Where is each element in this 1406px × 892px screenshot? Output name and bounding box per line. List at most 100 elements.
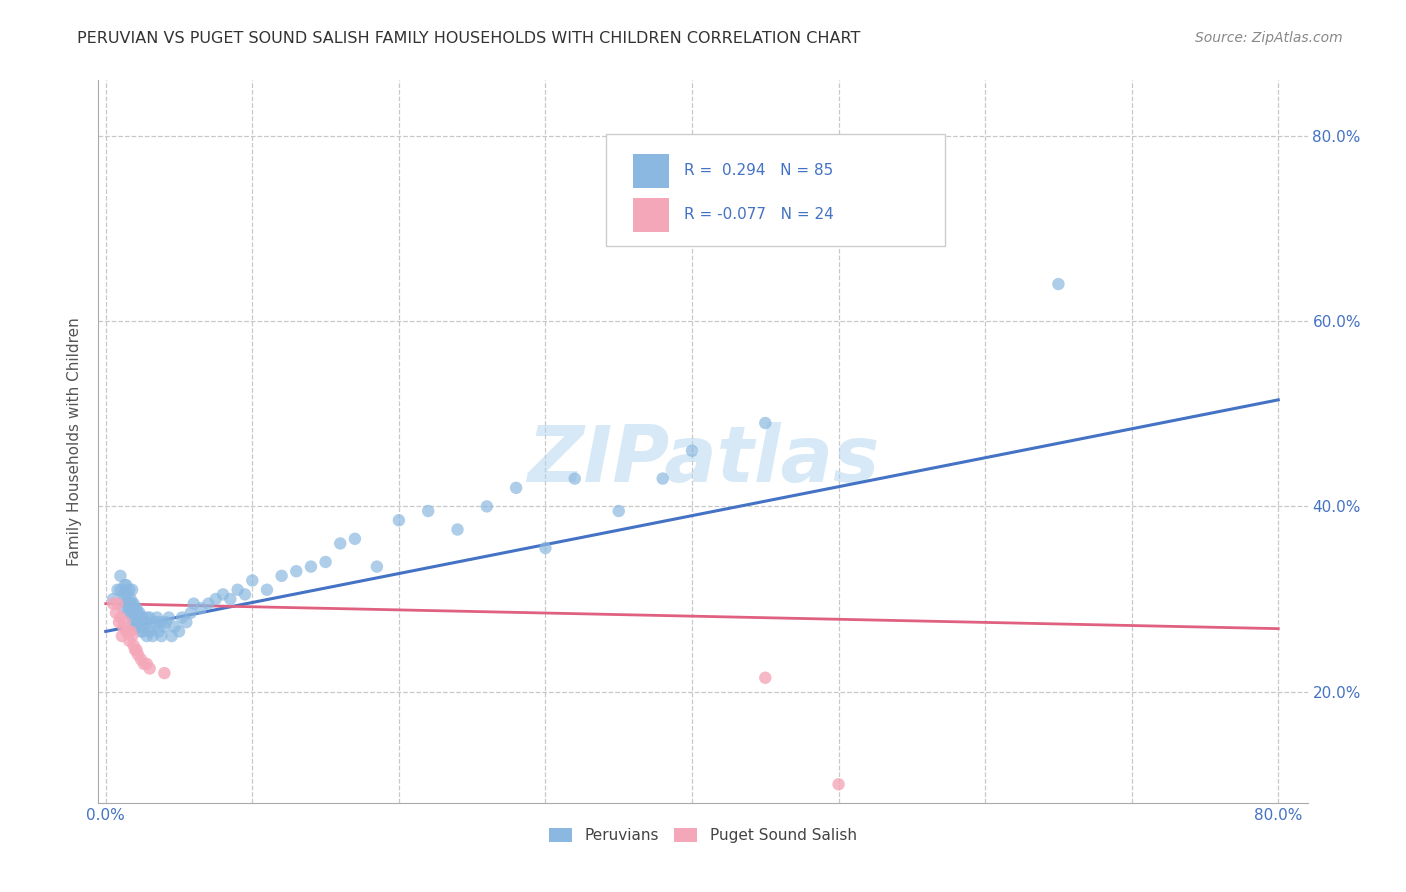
Point — [118, 582, 141, 597]
Bar — [633, 153, 669, 188]
Point — [112, 601, 135, 615]
Point — [190, 601, 212, 615]
Point — [176, 615, 198, 630]
Point — [142, 629, 165, 643]
Point — [117, 587, 139, 601]
Point — [120, 624, 142, 639]
Point — [118, 633, 141, 648]
Point — [183, 597, 205, 611]
Point — [160, 629, 183, 643]
Point — [121, 582, 143, 597]
Point — [114, 578, 136, 592]
Point — [315, 555, 337, 569]
Point — [150, 629, 173, 643]
Point — [132, 620, 155, 634]
Point — [1047, 277, 1070, 291]
Point — [138, 661, 160, 675]
Text: R =  0.294   N = 85: R = 0.294 N = 85 — [683, 163, 832, 178]
Point — [107, 597, 129, 611]
Point — [114, 615, 136, 630]
Point — [107, 582, 129, 597]
Point — [125, 601, 148, 615]
Point — [115, 624, 138, 639]
Point — [120, 606, 142, 620]
Point — [115, 578, 138, 592]
Point — [329, 536, 352, 550]
Point — [129, 624, 152, 639]
Point — [124, 620, 146, 634]
Point — [121, 610, 143, 624]
Point — [256, 582, 278, 597]
Point — [101, 597, 124, 611]
Text: ZIPatlas: ZIPatlas — [527, 422, 879, 498]
Point — [153, 620, 176, 634]
Point — [122, 597, 145, 611]
Point — [124, 643, 146, 657]
Point — [115, 597, 138, 611]
Point — [127, 648, 149, 662]
Point — [219, 592, 242, 607]
Point — [128, 615, 150, 630]
Point — [105, 606, 128, 620]
Point — [135, 657, 157, 671]
Point — [149, 615, 172, 630]
Point — [226, 582, 249, 597]
Bar — [633, 197, 669, 232]
Point — [112, 587, 135, 601]
Point — [155, 615, 177, 630]
Point — [827, 777, 849, 791]
Point — [112, 620, 135, 634]
Point — [212, 587, 235, 601]
Point — [125, 615, 148, 630]
Point — [117, 606, 139, 620]
Point — [124, 601, 146, 615]
Point — [117, 624, 139, 639]
Point — [135, 610, 157, 624]
Point — [388, 513, 411, 527]
Point — [564, 472, 586, 486]
Point — [204, 592, 226, 607]
Point — [197, 597, 219, 611]
Point — [122, 638, 145, 652]
Point — [129, 652, 152, 666]
Point — [170, 610, 193, 624]
Point — [128, 606, 150, 620]
Point — [754, 671, 776, 685]
Point — [138, 624, 160, 639]
Point — [127, 620, 149, 634]
Point — [143, 620, 166, 634]
Text: R = -0.077   N = 24: R = -0.077 N = 24 — [683, 207, 834, 222]
Point — [125, 643, 148, 657]
Point — [122, 615, 145, 630]
Point — [121, 629, 143, 643]
Point — [153, 666, 176, 681]
Point — [114, 592, 136, 607]
Point — [131, 610, 153, 624]
Point — [146, 610, 169, 624]
Point — [145, 615, 167, 630]
Point — [505, 481, 527, 495]
Point — [108, 615, 131, 630]
Point — [240, 574, 263, 588]
Point — [129, 610, 152, 624]
Point — [131, 624, 153, 639]
Point — [138, 610, 160, 624]
Text: PERUVIAN VS PUGET SOUND SALISH FAMILY HOUSEHOLDS WITH CHILDREN CORRELATION CHART: PERUVIAN VS PUGET SOUND SALISH FAMILY HO… — [77, 31, 860, 46]
Point — [118, 601, 141, 615]
Point — [180, 606, 202, 620]
Point — [167, 624, 190, 639]
Point — [754, 416, 776, 430]
Point — [132, 657, 155, 671]
Point — [233, 587, 256, 601]
Point — [127, 606, 149, 620]
Point — [135, 629, 157, 643]
Point — [163, 620, 186, 634]
FancyBboxPatch shape — [606, 135, 945, 246]
Text: Source: ZipAtlas.com: Source: ZipAtlas.com — [1195, 31, 1343, 45]
Point — [475, 500, 498, 514]
Point — [534, 541, 557, 555]
Point — [111, 629, 134, 643]
Point — [110, 569, 132, 583]
Point — [121, 597, 143, 611]
Point — [148, 624, 170, 639]
